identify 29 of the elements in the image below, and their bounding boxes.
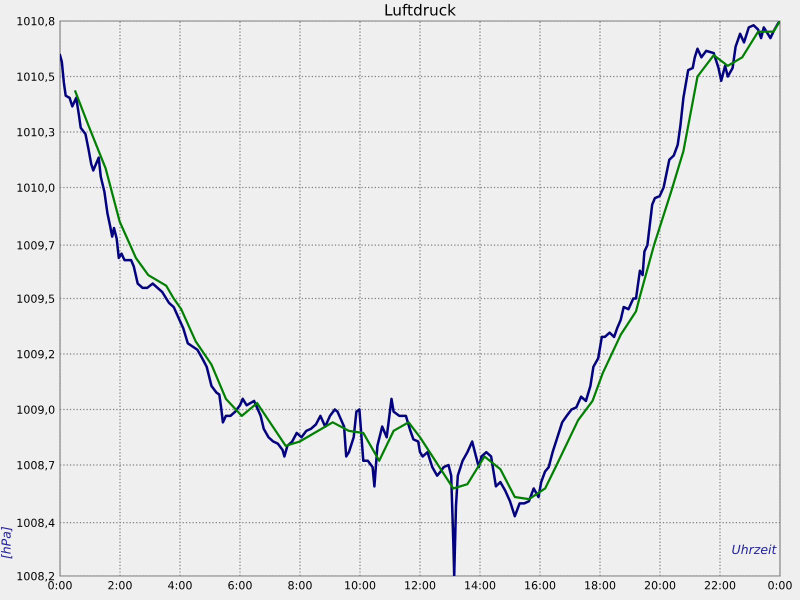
x-axis-title: Uhrzeit	[732, 544, 777, 554]
y-tick-label: 1010,5	[17, 72, 54, 82]
y-tick-label: 1010,8	[17, 16, 54, 27]
x-tick-label: 10:00	[345, 581, 376, 590]
x-tick-label: 20:00	[644, 581, 676, 590]
x-tick-label: 0:00	[768, 581, 792, 590]
line-series	[74, 21, 780, 500]
x-tick-label: 0:00	[48, 581, 72, 590]
x-tick-label: 2:00	[108, 581, 132, 590]
y-tick-label: 1008,4	[17, 518, 55, 528]
y-tick-label: 1009,7	[17, 241, 54, 251]
x-tick-label: 22:00	[704, 581, 736, 590]
y-tick-label: 1008,7	[17, 460, 54, 471]
y-tick-label: 1008,2	[17, 572, 54, 582]
x-tick-label: 18:00	[585, 581, 616, 590]
y-axis-title: [hPa]	[1, 526, 12, 559]
y-tick-label: 1009,0	[17, 405, 54, 416]
x-tick-label: 8:00	[288, 581, 312, 590]
y-tick-label: 1009,5	[17, 294, 54, 304]
line-series	[60, 21, 780, 576]
chart-title: Luftdruck	[386, 4, 456, 16]
x-tick-label: 6:00	[228, 581, 252, 590]
y-tick-label: 1009,2	[17, 350, 54, 360]
x-tick-label: 16:00	[525, 581, 556, 590]
y-tick-label: 1010,0	[17, 183, 54, 194]
y-tick-label: 1010,3	[17, 128, 54, 138]
x-tick-label: 12:00	[405, 581, 436, 590]
x-tick-label: 4:00	[168, 581, 192, 590]
x-tick-label: 14:00	[465, 581, 496, 590]
